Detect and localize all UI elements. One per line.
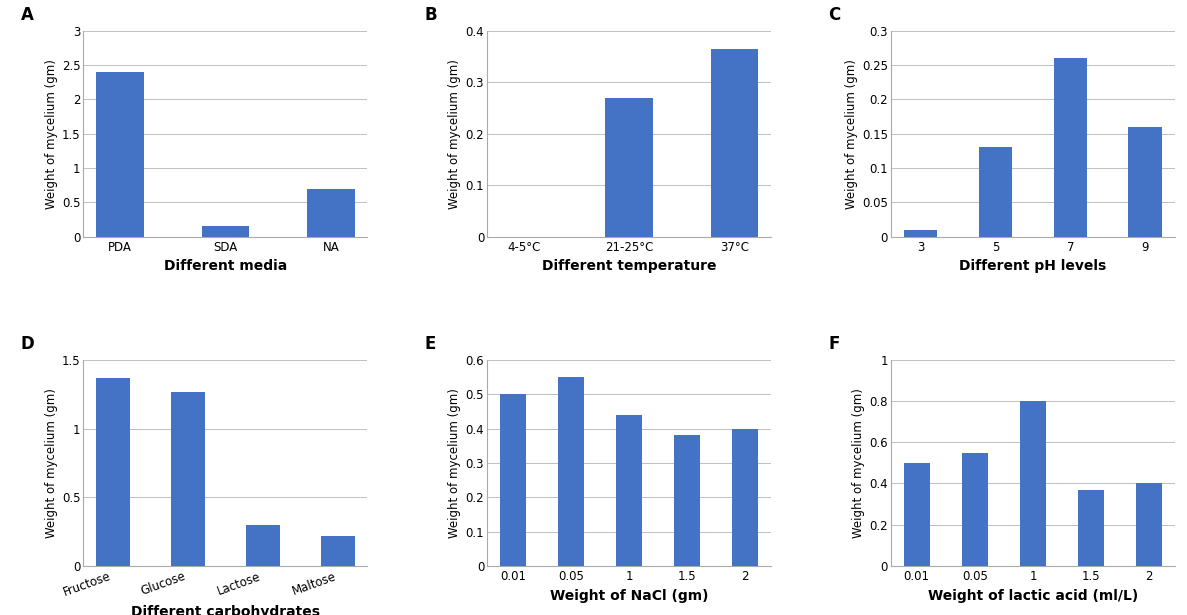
Bar [558, 377, 584, 566]
Bar [202, 226, 249, 237]
Bar [500, 394, 526, 566]
Bar [903, 229, 938, 237]
Bar [961, 453, 988, 566]
Text: A: A [20, 6, 33, 24]
Text: C: C [829, 6, 840, 24]
Bar [978, 148, 1013, 237]
Bar [1129, 127, 1162, 237]
Bar [1020, 401, 1046, 566]
X-axis label: Weight of NaCl (gm): Weight of NaCl (gm) [550, 589, 709, 603]
Y-axis label: Weight of mycelium (gm): Weight of mycelium (gm) [845, 58, 858, 208]
X-axis label: Different media: Different media [164, 260, 287, 273]
Bar [732, 429, 758, 566]
Bar [1078, 490, 1104, 566]
Bar [320, 536, 355, 566]
Y-axis label: Weight of mycelium (gm): Weight of mycelium (gm) [852, 388, 865, 538]
Bar [605, 98, 653, 237]
Bar [171, 392, 204, 566]
X-axis label: Different pH levels: Different pH levels [959, 260, 1106, 273]
Y-axis label: Weight of mycelium (gm): Weight of mycelium (gm) [449, 58, 462, 208]
X-axis label: Different temperature: Different temperature [541, 260, 717, 273]
Bar [96, 378, 129, 566]
X-axis label: Different carbohydrates: Different carbohydrates [131, 605, 319, 615]
Bar [96, 72, 144, 237]
Bar [246, 525, 280, 566]
Bar [903, 463, 929, 566]
Y-axis label: Weight of mycelium (gm): Weight of mycelium (gm) [449, 388, 462, 538]
Bar [674, 435, 700, 566]
X-axis label: Weight of lactic acid (ml/L): Weight of lactic acid (ml/L) [928, 589, 1138, 603]
Text: E: E [425, 335, 436, 353]
Text: D: D [20, 335, 34, 353]
Y-axis label: Weight of mycelium (gm): Weight of mycelium (gm) [45, 388, 57, 538]
Bar [616, 415, 642, 566]
Bar [307, 189, 355, 237]
Bar [1054, 58, 1087, 237]
Text: F: F [829, 335, 839, 353]
Bar [1136, 483, 1162, 566]
Bar [711, 49, 758, 237]
Text: B: B [425, 6, 437, 24]
Y-axis label: Weight of mycelium (gm): Weight of mycelium (gm) [45, 58, 57, 208]
